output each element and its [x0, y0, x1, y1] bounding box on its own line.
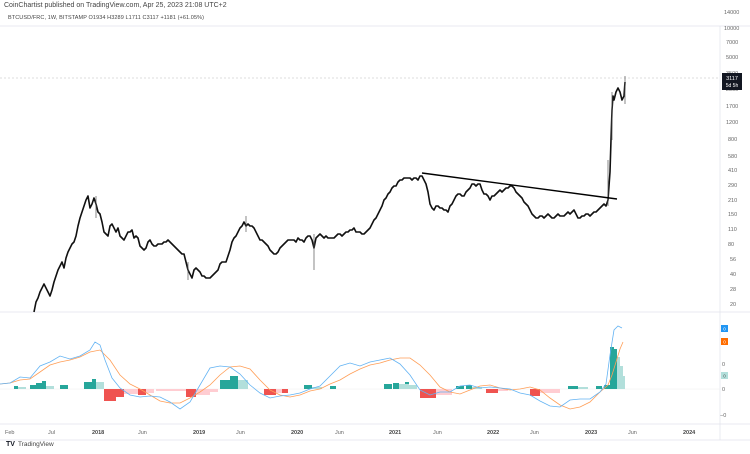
- time-tick: Jun: [530, 430, 539, 436]
- price-tick: 80: [728, 242, 734, 248]
- price-tick: 800: [728, 137, 737, 143]
- price-tick: 40: [730, 272, 736, 278]
- chart-frame: [0, 25, 750, 441]
- symbol-legend: BTCUSD/FRC, 1W, BITSTAMP O1934 H3289 L17…: [8, 15, 205, 21]
- time-axis: Feb Jul 2018 Jun 2019 Jun 2020 Jun 2021 …: [5, 430, 696, 436]
- current-price-value: 3117: [726, 76, 738, 82]
- price-tick: 10000: [724, 26, 739, 32]
- resistance-trendline[interactable]: [421, 172, 618, 200]
- macd-tick: 0: [722, 387, 725, 393]
- time-tick: Jul: [48, 430, 55, 436]
- price-wicks: [95, 76, 626, 280]
- price-tick: 28: [730, 287, 736, 293]
- time-tick: Feb: [5, 430, 14, 436]
- macd-line: [0, 325, 623, 410]
- time-tick: 2020: [291, 430, 303, 436]
- time-tick: 2023: [585, 430, 597, 436]
- price-tick: 110: [728, 227, 737, 233]
- time-tick: 2024: [683, 430, 696, 436]
- tradingview-brand-label: TradingView: [17, 441, 54, 448]
- macd-axis: 0 0 0 0 0 −0: [720, 325, 728, 419]
- macd-histogram: [0, 347, 720, 401]
- price-tick: 580: [728, 154, 737, 160]
- price-tick: 410: [728, 168, 737, 174]
- time-tick: 2021: [389, 430, 401, 436]
- time-tick: 2022: [487, 430, 499, 436]
- price-candles: [33, 81, 626, 313]
- macd-tick: −0: [720, 413, 726, 419]
- macd-tick: 0: [722, 362, 725, 368]
- time-tick: Jun: [335, 430, 344, 436]
- price-tick: 56: [730, 257, 736, 263]
- tradingview-logo-icon: TV: [6, 441, 15, 448]
- footer-brand[interactable]: TV TradingView: [6, 441, 54, 448]
- time-tick: 2018: [92, 430, 104, 436]
- macd-signal-line: [0, 341, 624, 410]
- price-tick: 5000: [726, 55, 738, 61]
- time-tick: Jun: [138, 430, 147, 436]
- signal-value: 0: [723, 340, 726, 345]
- time-tick: Jun: [628, 430, 637, 436]
- price-tick: 210: [728, 198, 737, 204]
- price-tick: 290: [728, 183, 737, 189]
- macd-value: 0: [723, 327, 726, 332]
- price-tick: 20: [730, 302, 736, 308]
- current-price-badge: 3117 5d 5h: [722, 73, 742, 90]
- time-tick: Jun: [433, 430, 442, 436]
- price-tick: 1700: [726, 104, 738, 110]
- time-tick: 2019: [193, 430, 205, 436]
- time-tick: Jun: [236, 430, 245, 436]
- publisher-line: CoinChartist published on TradingView.co…: [4, 2, 227, 9]
- price-tick: 1200: [726, 120, 738, 126]
- price-tick: 14000: [724, 10, 739, 16]
- price-axis: 14000 10000 7000 5000 3500 2500 1700 120…: [724, 10, 739, 308]
- price-tick: 7000: [726, 40, 738, 46]
- histogram-value: 0: [723, 374, 726, 379]
- price-tick: 150: [728, 212, 737, 218]
- bar-countdown: 5d 5h: [726, 83, 739, 89]
